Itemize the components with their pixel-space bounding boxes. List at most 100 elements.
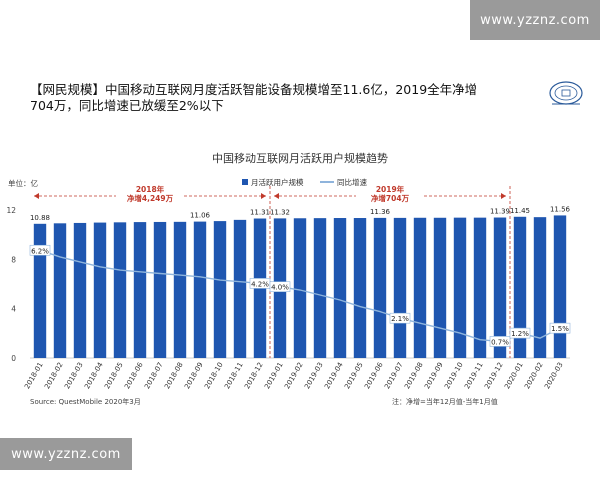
x-tick-label: 2018-09 [183,361,205,390]
x-tick-label: 2020-02 [523,361,545,390]
x-tick-label: 2020-03 [543,361,565,390]
pct-label-box [389,312,411,324]
footnote: 注：净增=当年12月值-当年1月值 [392,397,498,406]
source-note: Source: QuestMobile 2020年3月 [30,397,141,406]
x-tick-label: 2018-02 [43,361,65,390]
bar [73,222,87,358]
bar-value-label: 10.88 [30,214,50,222]
bar-value-label: 11.06 [190,212,211,220]
arrow-head-right [261,193,266,199]
year-dividers [269,186,511,358]
pct-label: 4.0% [271,284,289,292]
annotation-text: 净增4,249万 [127,193,174,203]
arrow-head-left [34,193,39,199]
bar [153,221,167,358]
bar [413,217,427,358]
x-tick-label: 2019-09 [423,361,445,390]
x-tick-label: 2018-03 [63,361,85,390]
bar [473,217,487,358]
watermark-bottom: www.yzznz.com [0,438,132,470]
chart: 中国移动互联网月活跃用户规模趋势 单位：亿 月活跃用户规模 同比增速 2018年… [6,151,571,406]
annotation-text: 2019年 [376,184,405,194]
legend: 月活跃用户规模 同比增速 [242,177,367,187]
y-tick-label: 8 [11,255,16,264]
watermark-top: www.yzznz.com [470,0,600,40]
bar [553,215,567,358]
y-tick-label: 4 [11,305,16,314]
pct-label-box [269,281,291,293]
x-tick-label: 2019-01 [263,361,285,390]
x-tick-label: 2018-08 [163,361,185,390]
x-tick-label: 2018-05 [103,361,125,390]
pct-label: 1.2% [511,330,529,338]
pct-label-box [489,336,511,347]
bar [393,217,407,358]
bar [213,221,227,358]
bar [113,222,127,358]
x-tick-label: 2019-03 [303,361,325,390]
bar [233,219,247,358]
bar-value-label: 11.39 [490,208,510,216]
pct-label-box [549,322,571,334]
pct-label: 1.5% [551,325,569,333]
bar-value-label: 11.32 [270,208,290,216]
growth-polyline [39,249,561,343]
pct-labels: 6.2% 4.2% 4.0% 2.1% 0.7%1.2% 1.5% [29,244,571,347]
x-tick-label: 2018-06 [123,361,145,391]
pct-label-box [509,327,531,339]
arrow-head-right [501,193,506,199]
unit-label: 单位：亿 [8,178,38,188]
chart-title: 中国移动互联网月活跃用户规模趋势 [212,151,388,165]
x-tick-label: 2019-05 [343,361,365,390]
bar [333,218,347,358]
x-tick-label: 2019-10 [443,361,465,390]
bar [53,223,67,358]
x-tick-label: 2019-08 [403,361,425,390]
bar [453,217,467,358]
x-tick-label: 2018-11 [223,361,245,390]
headline: 【网民规模】中国移动互联网月度活跃智能设备规模增至11.6亿，2019全年净增7… [30,82,478,113]
bar-value-labels: 10.88 11.06 11.31 11.32 11.36 11.39 11.45 11.56 [30,205,571,221]
bar [33,223,47,358]
bar-value-label: 11.56 [550,205,571,213]
bar [433,217,447,358]
annotation-text: 净增704万 [371,193,410,203]
x-tick-label: 2019-11 [463,361,485,390]
pct-label: 4.2% [251,280,269,288]
bar [293,218,307,358]
legend-bar-swatch [242,179,248,185]
pct-label: 2.1% [391,315,409,323]
x-tick-label: 2018-10 [203,361,225,390]
bar [93,222,107,358]
x-tick-label: 2019-12 [483,361,505,390]
x-tick-label: 2019-06 [363,361,385,391]
bar [173,221,187,358]
y-tick-label: 0 [11,354,16,363]
bar [133,222,147,358]
bar [533,217,547,358]
pct-label: 0.7% [491,338,509,346]
bar [353,218,367,358]
x-tick-label: 2018-01 [23,361,45,390]
bar [373,217,387,358]
annotation-text: 2018年 [136,184,165,194]
x-tick-label: 2019-04 [323,361,345,391]
bar [193,221,207,358]
university-logo-icon [549,81,583,105]
arrow-head-left [274,193,279,199]
x-tick-label: 2020-01 [503,361,525,390]
bar-value-label: 11.36 [370,208,391,216]
legend-line-label: 同比增速 [337,177,367,187]
legend-bar-label: 月活跃用户规模 [251,177,304,187]
x-tick-label: 2018-07 [143,361,165,390]
bar-value-label: 11.31 [250,209,270,217]
x-axis-labels: 2018-012018-022018-032018-042018-052018-… [23,361,565,391]
x-tick-label: 2019-07 [383,361,405,390]
bar-value-label: 11.45 [510,207,530,215]
pct-label-box [29,244,51,256]
bars [33,215,567,358]
x-tick-label: 2018-04 [83,361,105,391]
bar [313,218,327,358]
y-tick-label: 12 [6,206,16,215]
